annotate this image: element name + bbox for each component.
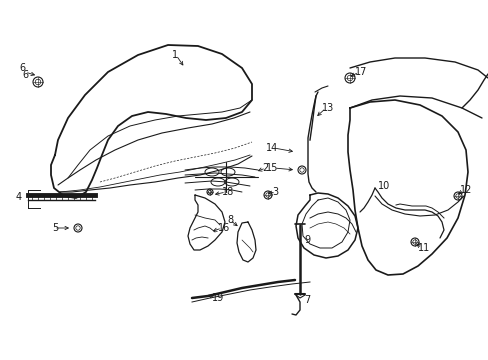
Text: 19: 19 xyxy=(212,293,224,303)
Text: 2: 2 xyxy=(262,163,268,173)
Text: 13: 13 xyxy=(321,103,334,113)
Text: 6: 6 xyxy=(22,70,28,80)
Text: 18: 18 xyxy=(222,187,234,197)
Text: 14: 14 xyxy=(265,143,278,153)
Text: 10: 10 xyxy=(377,181,389,191)
Text: 7: 7 xyxy=(304,295,309,305)
Text: 9: 9 xyxy=(304,235,309,245)
Text: 4: 4 xyxy=(16,192,22,202)
Text: 5: 5 xyxy=(52,223,58,233)
Text: 17: 17 xyxy=(354,67,366,77)
Text: 16: 16 xyxy=(218,223,230,233)
Text: 15: 15 xyxy=(265,163,278,173)
Text: 11: 11 xyxy=(417,243,429,253)
Text: 12: 12 xyxy=(459,185,471,195)
Text: 3: 3 xyxy=(271,187,278,197)
Text: 8: 8 xyxy=(227,215,234,225)
Text: 6: 6 xyxy=(19,63,25,73)
Text: 1: 1 xyxy=(172,50,178,60)
